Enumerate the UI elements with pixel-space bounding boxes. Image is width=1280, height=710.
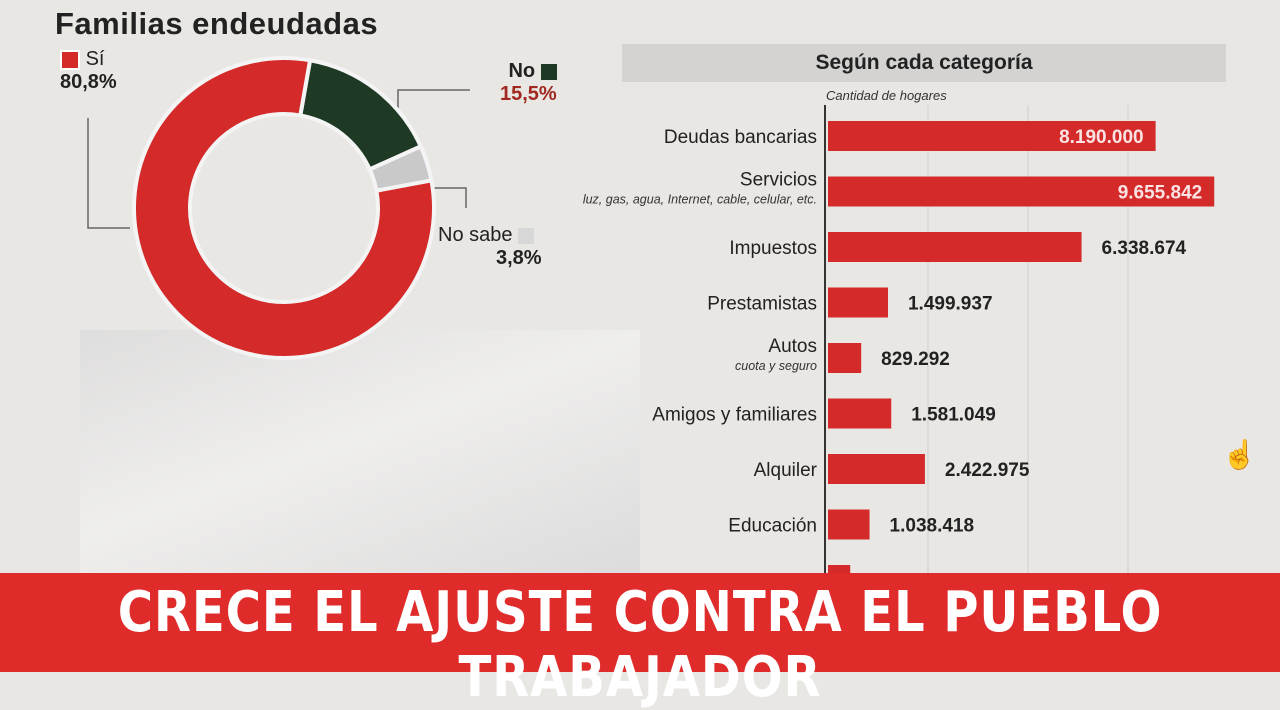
donut-chart bbox=[87, 56, 470, 360]
bar-label-0: Deudas bancarias bbox=[664, 127, 817, 148]
bar-value-7: 1.038.418 bbox=[890, 516, 975, 537]
bar-1 bbox=[828, 176, 1215, 207]
bar-value-1: 9.655.842 bbox=[1118, 183, 1203, 204]
bar-label-3: Prestamistas bbox=[707, 294, 817, 315]
legend-no-sabe-swatch bbox=[518, 227, 535, 244]
bar-4 bbox=[828, 343, 862, 373]
legend-no-swatch bbox=[540, 63, 557, 80]
bar-chart-subtitle: Cantidad de hogares bbox=[826, 88, 947, 103]
bar-label-6: Alquiler bbox=[754, 460, 818, 481]
bar-label-5: Amigos y familiares bbox=[652, 405, 817, 426]
bar-6 bbox=[828, 454, 925, 484]
bar-chart-title: Según cada categoría bbox=[622, 44, 1226, 82]
bar-3 bbox=[828, 287, 888, 318]
bar-5 bbox=[828, 398, 892, 429]
legend-no: No 15,5% bbox=[500, 60, 557, 106]
bar-chart: Deudas bancarias 8.190.000 Servicios luz, g… bbox=[583, 105, 1215, 595]
bar-label-7: Educación bbox=[728, 516, 817, 537]
bar-note-1: luz, gas, agua, Internet, cable, celular… bbox=[583, 193, 817, 207]
headline-banner bbox=[0, 573, 1280, 672]
legend-no-sabe-value: 3,8% bbox=[496, 247, 542, 269]
bar-label-2: Impuestos bbox=[729, 238, 817, 259]
legend-no-sabe: No sabe 3,8% bbox=[438, 224, 542, 270]
bar-2 bbox=[828, 232, 1082, 262]
bar-value-2: 6.338.674 bbox=[1102, 238, 1187, 259]
hand-cursor-icon: ☝ bbox=[1222, 439, 1257, 470]
legend-no-sabe-label: No sabe bbox=[438, 224, 513, 246]
donut-slice-s- bbox=[132, 56, 436, 360]
headline-text: CRECE EL AJUSTE CONTRA EL PUEBLO TRABAJA… bbox=[117, 580, 1163, 710]
bar-note-4: cuota y seguro bbox=[735, 359, 817, 373]
legend-no-label: No bbox=[508, 60, 536, 82]
calculator-photo-backdrop bbox=[80, 330, 640, 590]
bar-value-4: 829.292 bbox=[881, 349, 950, 370]
bar-7 bbox=[828, 509, 870, 540]
bar-value-3: 1.499.937 bbox=[908, 294, 993, 315]
bar-value-6: 2.422.975 bbox=[945, 460, 1030, 481]
bar-value-5: 1.581.049 bbox=[911, 405, 996, 426]
legend-si-value: 80,8% bbox=[60, 71, 117, 93]
bar-label-1: Servicios bbox=[740, 170, 817, 191]
legend-si: Sí 80,8% bbox=[60, 48, 117, 94]
bar-0 bbox=[828, 121, 1156, 151]
legend-si-label: Sí bbox=[85, 48, 105, 70]
legend-si-swatch bbox=[60, 49, 80, 70]
bar-value-0: 8.190.000 bbox=[1059, 127, 1144, 148]
bar-label-4: Autos bbox=[768, 336, 817, 357]
donut-chart-title: Familias endeudadas bbox=[55, 6, 379, 41]
legend-no-value: 15,5% bbox=[500, 83, 557, 105]
